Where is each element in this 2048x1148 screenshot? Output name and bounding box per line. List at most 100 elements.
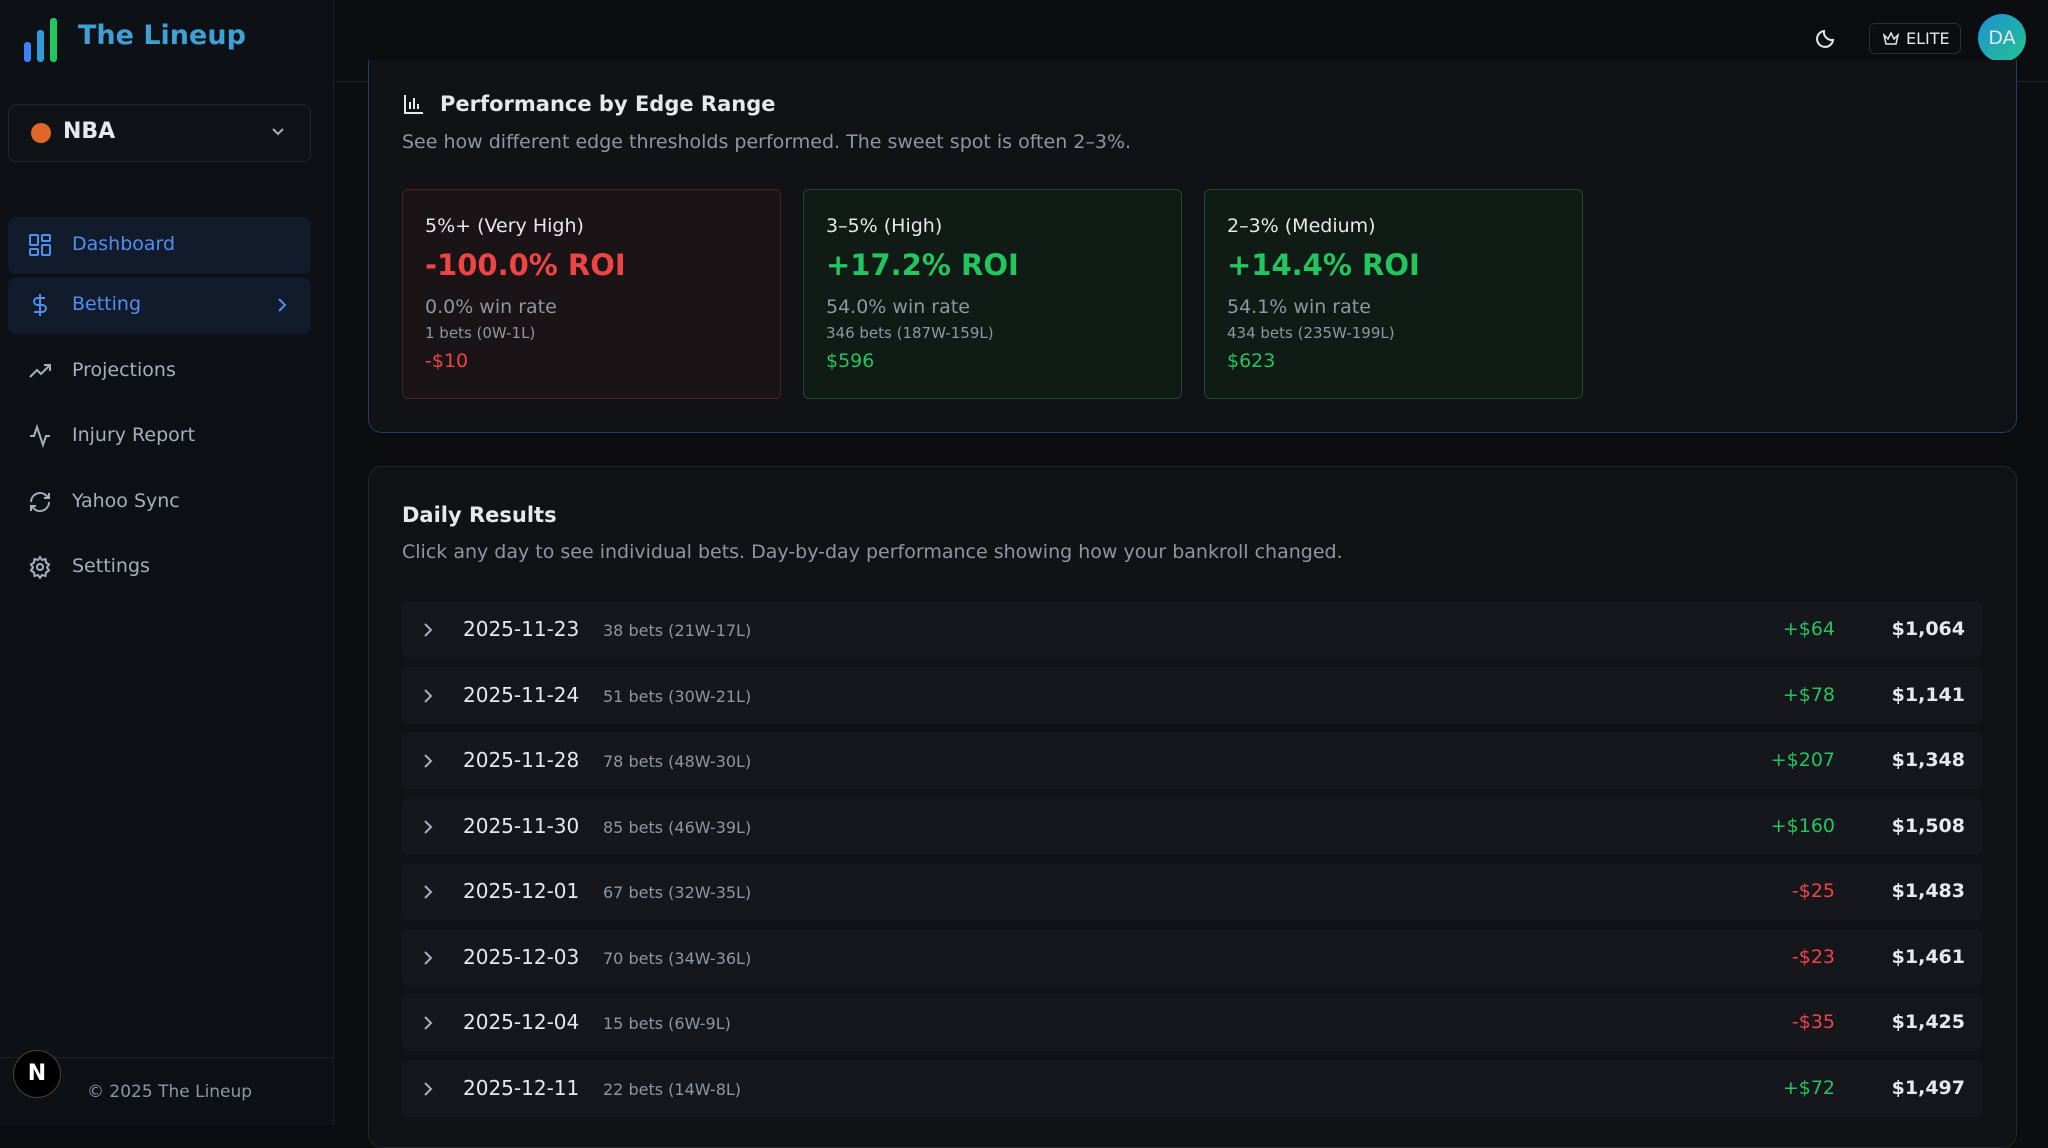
daily-row[interactable]: 2025-12-11 22 bets (14W-8L) +$72 $1,497: [402, 1059, 1982, 1117]
avatar[interactable]: DA: [1978, 14, 2026, 62]
card-bets: 346 bets (187W-159L): [826, 324, 994, 342]
nav-icon: [29, 234, 51, 256]
brand[interactable]: The Lineup: [78, 20, 246, 51]
nav-item[interactable]: Yahoo Sync: [8, 474, 311, 531]
card-roi: +14.4% ROI: [1227, 248, 1420, 282]
daily-subtitle: Click any day to see individual bets. Da…: [402, 541, 1343, 563]
chevron-right: [424, 950, 433, 965]
nav-item[interactable]: Dashboard: [8, 217, 311, 274]
card-profit: -$10: [425, 350, 469, 372]
card-bets: 434 bets (235W-199L): [1227, 324, 1395, 342]
row-bets: 22 bets (14W-8L): [603, 1079, 742, 1099]
row-date: 2025-12-11: [463, 1075, 580, 1100]
nav-label: Yahoo Sync: [72, 490, 180, 512]
row-bets: 70 bets (34W-36L): [603, 948, 752, 968]
elite-label: ELITE: [1906, 29, 1950, 48]
chevron-right: [424, 819, 433, 834]
footer-divider: [0, 1057, 333, 1058]
sport-selector[interactable]: NBA: [8, 104, 311, 162]
row-date: 2025-12-04: [463, 1010, 580, 1034]
chevron-right: [424, 754, 433, 768]
daily-row[interactable]: 2025-12-03 70 bets (34W-36L) -$23 $1,461: [402, 928, 1982, 986]
row-date: 2025-11-23: [463, 617, 580, 641]
nav-icon: [33, 294, 47, 316]
row-date: 2025-11-28: [463, 748, 580, 772]
nav-item[interactable]: Injury Report: [8, 408, 311, 465]
row-bets: 38 bets (21W-17L): [603, 621, 752, 640]
row-date: 2025-12-03: [463, 944, 580, 969]
row-change: +$78: [1782, 683, 1835, 706]
row-change: +$160: [1770, 814, 1835, 837]
card-win-rate: 54.1% win rate: [1227, 296, 1371, 318]
row-bankroll: $1,497: [1891, 1076, 1965, 1099]
edge-subtitle: See how different edge thresholds perfor…: [402, 131, 1132, 153]
basketball-icon: [31, 123, 51, 143]
nav-icon: [30, 424, 50, 448]
row-date: 2025-12-01: [463, 879, 580, 903]
card-label: 3–5% (High): [826, 215, 943, 237]
nav-item[interactable]: Settings: [8, 539, 311, 596]
card-bets: 1 bets (0W-1L): [425, 324, 536, 342]
row-bets: 78 bets (48W-30L): [603, 752, 752, 771]
chart-icon: [404, 95, 423, 114]
daily-row[interactable]: 2025-12-04 15 bets (6W-9L) -$35 $1,425: [402, 994, 1982, 1051]
row-bankroll: $1,483: [1891, 880, 1965, 902]
chevron-right: [278, 298, 287, 312]
daily-row[interactable]: 2025-11-24 51 bets (30W-21L) +$78 $1,141: [402, 666, 1982, 724]
row-bankroll: $1,425: [1891, 1011, 1965, 1033]
row-change: +$207: [1770, 749, 1835, 771]
footer-text: © 2025 The Lineup: [87, 1082, 253, 1102]
daily-row[interactable]: 2025-11-28 78 bets (48W-30L) +$207 $1,348: [402, 732, 1982, 789]
nav-icon: [29, 555, 51, 579]
daily-title: Daily Results: [402, 503, 557, 527]
nav-icon: [29, 364, 51, 378]
nav-icon: [30, 492, 50, 512]
edge-card: 5%+ (Very High) -100.0% ROI 0.0% win rate 1…: [402, 189, 781, 399]
card-profit: $596: [826, 350, 875, 372]
row-bets: 51 bets (30W-21L): [603, 686, 752, 706]
theme-toggle[interactable]: [1816, 27, 1838, 49]
chevron-right: [424, 1016, 433, 1030]
footer-badge[interactable]: N: [13, 1050, 61, 1098]
row-date: 2025-11-24: [463, 682, 580, 707]
card-win-rate: 54.0% win rate: [826, 296, 970, 318]
row-bets: 15 bets (6W-9L): [603, 1014, 731, 1033]
card-win-rate: 0.0% win rate: [425, 296, 557, 318]
row-bankroll: $1,141: [1891, 683, 1965, 706]
nav-label: Betting: [72, 293, 142, 315]
sidebar: The Lineup NBA Dashboard Betting Projectio…: [0, 0, 334, 1125]
logo-icon: [24, 18, 57, 62]
nav-label: Settings: [72, 555, 150, 577]
row-change: -$35: [1791, 1011, 1835, 1033]
elite-badge[interactable]: ELITE: [1869, 23, 1961, 54]
row-change: +$64: [1782, 618, 1835, 640]
chevron-right: [424, 623, 433, 637]
row-bets: 85 bets (46W-39L): [603, 817, 752, 837]
card-roi: -100.0% ROI: [425, 248, 626, 282]
chevron-right: [424, 885, 433, 899]
daily-row[interactable]: 2025-12-01 67 bets (32W-35L) -$25 $1,483: [402, 863, 1982, 920]
row-bankroll: $1,461: [1891, 945, 1965, 968]
nav-item[interactable]: Betting: [8, 277, 311, 334]
daily-row[interactable]: 2025-11-30 85 bets (46W-39L) +$160 $1,508: [402, 797, 1982, 855]
row-bankroll: $1,348: [1891, 749, 1965, 771]
nav-label: Projections: [72, 359, 176, 381]
daily-row[interactable]: 2025-11-23 38 bets (21W-17L) +$64 $1,064: [402, 601, 1982, 658]
row-bets: 67 bets (32W-35L): [603, 883, 752, 902]
chevron-down: [272, 128, 284, 136]
chevron-right: [424, 1081, 433, 1096]
row-bankroll: $1,064: [1891, 618, 1965, 640]
card-label: 5%+ (Very High): [425, 215, 584, 237]
card-profit: $623: [1227, 350, 1276, 372]
row-date: 2025-11-30: [463, 813, 580, 838]
edge-title: Performance by Edge Range: [440, 92, 776, 116]
row-change: -$23: [1791, 945, 1835, 968]
crown-icon: [1883, 32, 1899, 45]
nav-item[interactable]: Projections: [8, 343, 311, 400]
row-change: -$25: [1791, 880, 1835, 902]
nav-label: Injury Report: [72, 424, 196, 446]
nav-label: Dashboard: [72, 233, 176, 255]
edge-card: 2–3% (Medium) +14.4% ROI 54.1% win rate 434…: [1204, 189, 1583, 399]
card-label: 2–3% (Medium): [1227, 215, 1376, 237]
